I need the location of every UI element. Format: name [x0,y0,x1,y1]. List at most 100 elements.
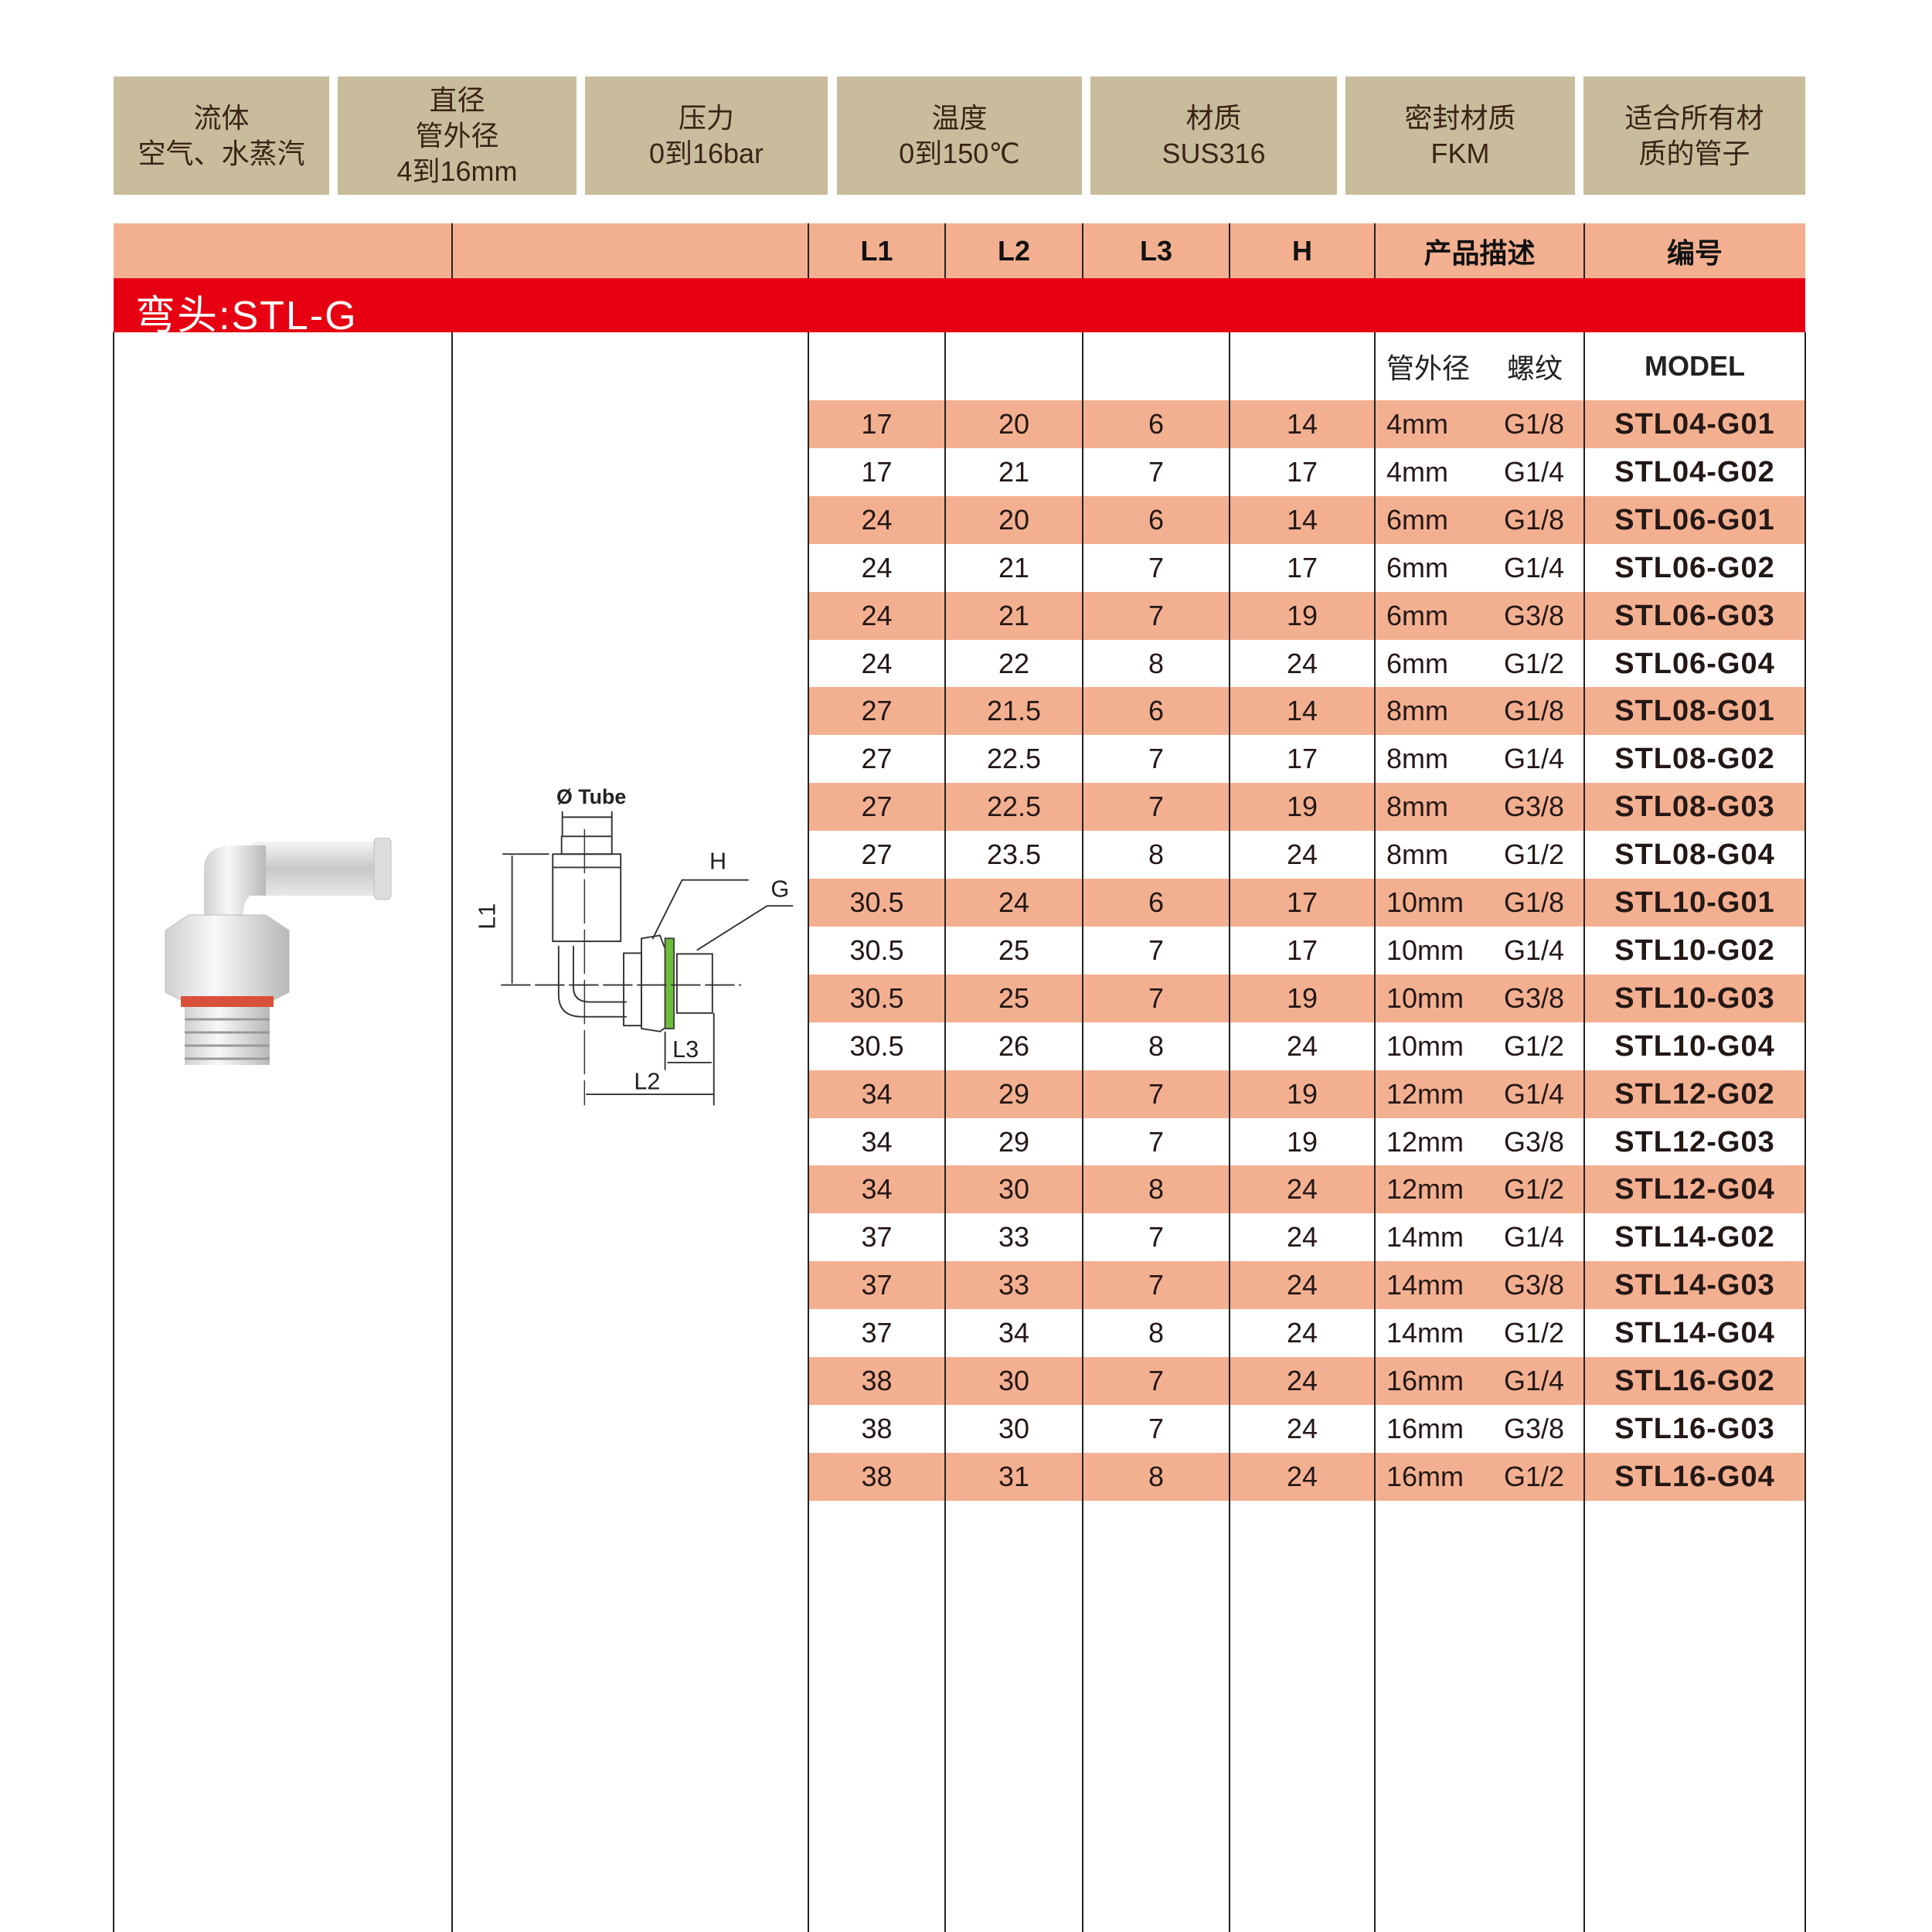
table-row: 17 20 6 14 4mm G1/8 STL04-G01 [808,400,1805,448]
cell-l3: 8 [1148,1460,1165,1492]
cell-l2: 26 [998,1029,1030,1062]
cell-thread: G3/8 [1504,1412,1565,1444]
cell-h: 19 [1286,599,1318,631]
table-row: 38 30 7 24 16mm G1/4 STL16-G02 [808,1357,1805,1405]
spec-seal: 密封材质 FKM [1345,77,1575,195]
spec-title: 温度 [931,101,988,134]
table-row: 24 22 8 24 6mm G1/2 STL06-G04 [808,640,1805,688]
table-row: 34 29 7 19 12mm G3/8 STL12-G03 [808,1118,1805,1166]
cell-l3: 7 [1148,599,1165,631]
cell-tube-od: 12mm [1386,1173,1464,1206]
cell-thread: G3/8 [1504,1125,1565,1158]
sub-thread: 螺纹 [1507,352,1563,384]
cell-tube-od: 12mm [1386,1125,1464,1158]
cell-tube-od: 6mm [1386,503,1448,536]
cell-h: 14 [1286,503,1318,536]
cell-tube-od: 8mm [1386,791,1448,823]
cell-model: STL08-G01 [1614,695,1775,728]
spec-value: 空气、水蒸汽 [138,137,305,169]
table-row: 30.5 25 7 17 10mm G1/4 STL10-G02 [808,927,1805,975]
cell-h: 24 [1286,1269,1318,1301]
cell-model: STL10-G01 [1614,886,1775,919]
cell-thread: G3/8 [1504,791,1565,823]
cell-model: STL06-G03 [1614,599,1775,632]
cell-l3: 8 [1148,647,1165,679]
cell-l3: 7 [1148,1125,1165,1158]
divider [1374,332,1376,1932]
divider [1229,332,1230,1932]
cell-h: 24 [1286,1365,1318,1396]
cell-tube-od: 16mm [1386,1365,1464,1396]
cell-model: STL10-G03 [1614,981,1775,1015]
table-row: 30.5 25 7 19 10mm G3/8 STL10-G03 [808,974,1805,1022]
cell-l1: 30.5 [849,886,904,918]
cell-l1: 34 [861,1173,893,1206]
cell-thread: G1/2 [1504,647,1565,679]
cell-l1: 24 [861,647,893,679]
l1-label: L1 [474,903,501,930]
cell-h: 14 [1286,695,1318,727]
table-row: 37 33 7 24 14mm G3/8 STL14-G03 [808,1261,1805,1310]
divider [113,332,114,1932]
cell-l2: 22.5 [986,743,1042,775]
cell-h: 17 [1286,455,1318,488]
cell-l2: 25 [998,981,1030,1014]
cell-l1: 24 [861,503,893,536]
spec-pressure: 压力 0到16bar [585,77,828,195]
cell-l1: 34 [861,1077,893,1110]
cell-l3: 7 [1148,934,1165,966]
cell-l2: 22.5 [986,791,1042,823]
cell-thread: G1/2 [1504,838,1565,871]
table-row: 30.5 24 6 17 10mm G1/8 STL10-G01 [808,879,1805,927]
divider [1583,332,1585,1932]
cell-tube-od: 14mm [1386,1269,1464,1301]
spec-title: 材质 [1185,101,1242,134]
cell-l3: 8 [1148,1317,1165,1349]
cell-l1: 27 [861,791,893,823]
sub-model: MODEL [1645,350,1745,382]
cell-tube-od: 14mm [1386,1317,1464,1349]
cell-l2: 33 [998,1269,1030,1301]
cell-model: STL10-G04 [1614,1029,1775,1063]
cell-thread: G1/8 [1504,886,1565,918]
table-row: 17 21 7 17 4mm G1/4 STL04-G02 [808,448,1805,496]
cell-model: STL08-G02 [1614,743,1775,776]
cell-model: STL12-G02 [1614,1077,1775,1111]
cell-model: STL16-G02 [1614,1365,1775,1397]
cell-l1: 30.5 [849,934,904,966]
cell-h: 24 [1286,1029,1318,1062]
cell-l3: 8 [1148,838,1165,871]
table-row: 37 34 8 24 14mm G1/2 STL14-G04 [808,1309,1805,1357]
cell-model: STL06-G01 [1614,503,1775,536]
cell-l3: 6 [1148,503,1165,536]
cell-model: STL14-G03 [1614,1269,1775,1302]
cell-tube-od: 16mm [1386,1412,1464,1444]
cell-h: 24 [1286,1317,1318,1349]
cell-model: STL06-G02 [1614,551,1775,584]
cell-tube-od: 14mm [1386,1221,1464,1253]
cell-l1: 37 [861,1221,893,1253]
cell-l3: 8 [1148,1173,1165,1206]
cell-l3: 6 [1148,886,1165,918]
divider [944,332,946,1932]
dimension-diagram: Ø Tube H G L1 L2 L3 [474,785,794,1106]
divider [1229,223,1230,278]
cell-l2: 30 [998,1365,1030,1396]
sub-tube-od: 管外径 [1386,352,1471,384]
cell-l3: 6 [1148,408,1165,440]
cell-l2: 23.5 [986,838,1042,871]
cell-l2: 21 [998,599,1030,631]
cell-l2: 20 [998,408,1030,440]
cell-model: STL14-G04 [1614,1317,1775,1350]
table-row: 27 22.5 7 19 8mm G3/8 STL08-G03 [808,783,1805,832]
cell-l2: 20 [998,503,1030,536]
cell-l1: 30.5 [849,1029,904,1062]
cell-tube-od: 6mm [1386,647,1448,679]
cell-l2: 25 [998,934,1030,966]
cell-tube-od: 6mm [1386,599,1448,631]
table-row: 24 21 7 17 6mm G1/4 STL06-G02 [808,544,1805,592]
cell-l3: 7 [1148,743,1165,775]
cell-tube-od: 10mm [1386,934,1464,966]
cell-l1: 24 [861,551,893,583]
cell-h: 24 [1286,1412,1318,1444]
